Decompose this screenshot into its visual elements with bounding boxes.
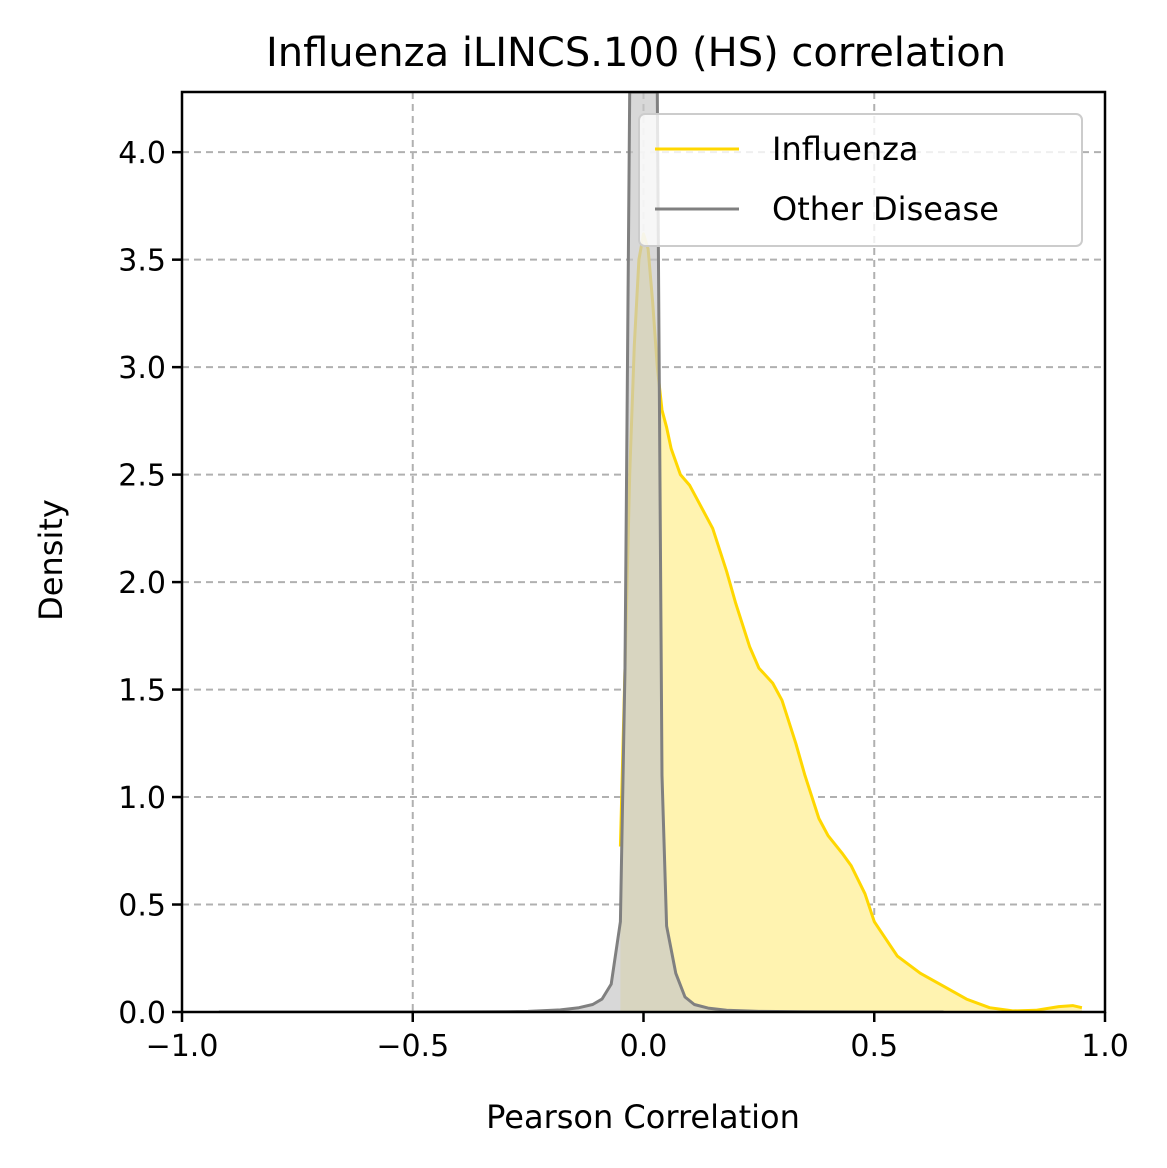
x-axis-label: Pearson Correlation bbox=[486, 1098, 800, 1136]
y-axis-ticks: 0.0 0.5 1.0 1.5 2.0 2.5 3.0 3.5 4.0 bbox=[118, 136, 182, 1031]
x-tick-label: 0.0 bbox=[620, 1029, 668, 1064]
y-tick-label: 1.5 bbox=[118, 674, 166, 709]
x-tick-label: 0.5 bbox=[850, 1029, 898, 1064]
y-tick-label: 1.0 bbox=[118, 781, 166, 816]
y-axis-label: Density bbox=[32, 499, 70, 621]
legend: Influenza Other Disease bbox=[638, 113, 1083, 247]
chart-title: Influenza iLINCS.100 (HS) correlation bbox=[266, 30, 1006, 76]
legend-label-influenza: Influenza bbox=[772, 130, 919, 168]
density-series bbox=[218, 92, 1083, 1012]
other-disease-line bbox=[218, 92, 944, 1012]
influenza-area bbox=[620, 233, 1082, 1012]
y-tick-label: 3.0 bbox=[118, 351, 166, 386]
x-axis-ticks: −1.0 −0.5 0.0 0.5 1.0 bbox=[146, 1012, 1129, 1064]
y-tick-label: 2.0 bbox=[118, 566, 166, 601]
x-tick-label: −1.0 bbox=[146, 1029, 219, 1064]
y-tick-label: 4.0 bbox=[118, 136, 166, 171]
legend-box bbox=[638, 113, 1083, 247]
legend-label-other-disease: Other Disease bbox=[772, 190, 999, 228]
x-tick-label: 1.0 bbox=[1081, 1029, 1129, 1064]
x-tick-label: −0.5 bbox=[376, 1029, 449, 1064]
y-tick-label: 0.5 bbox=[118, 889, 166, 924]
y-tick-label: 3.5 bbox=[118, 244, 166, 279]
y-tick-label: 0.0 bbox=[118, 996, 166, 1031]
y-tick-label: 2.5 bbox=[118, 459, 166, 494]
